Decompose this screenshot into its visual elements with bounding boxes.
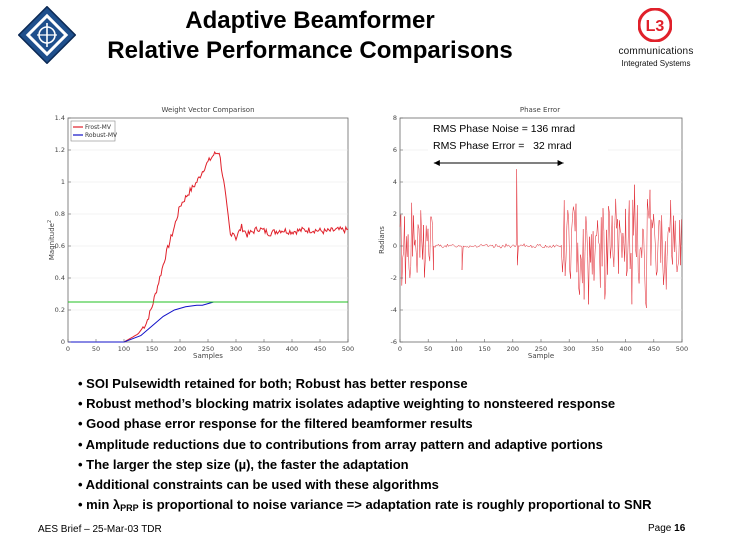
brand-line2: Integrated Systems	[621, 59, 691, 68]
bracket-arrowhead-right	[557, 160, 564, 166]
chart2-x-ticks: 0 50 100 150 200 250 300 350 400 450 500	[398, 339, 688, 353]
bullet-list: • SOI Pulsewidth retained for both; Robu…	[78, 374, 718, 518]
y-tick-label: 1.2	[55, 146, 65, 154]
bullet-item: • Amplitude reductions due to contributi…	[78, 436, 603, 452]
y-tick-label: 1.4	[55, 114, 65, 122]
x-tick-label: 50	[92, 345, 100, 353]
x-tick-label: 100	[450, 345, 462, 353]
phase-error-chart: Phase Error 0 50 100 150 200 250 300 350 400 450 5…	[378, 106, 688, 360]
footer-brief-info: AES Brief – 25-Mar-03 TDR	[38, 524, 162, 535]
weight-vector-chart: Weight Vector Comparison 0 50 100 150 200 250…	[47, 106, 354, 360]
legend-label-frost: Frost-MV	[85, 124, 112, 131]
x-tick-label: 400	[619, 345, 631, 353]
x-tick-label: 250	[202, 345, 214, 353]
y-tick-label: -6	[391, 338, 397, 346]
x-tick-label: 200	[507, 345, 519, 353]
annotation-background	[428, 122, 608, 156]
x-tick-label: 150	[146, 345, 158, 353]
y-tick-label: 6	[393, 146, 397, 154]
x-tick-label: 450	[648, 345, 660, 353]
chart1-ylabel-sup: 2	[47, 220, 53, 223]
page-number: Page 16	[648, 523, 685, 534]
bracket-arrowhead-left	[433, 160, 440, 166]
rms-phase-error-annotation: RMS Phase Error = 32 mrad	[433, 140, 572, 152]
chart1-ylabel-text: Magnitude	[48, 223, 56, 260]
chart1-title: Weight Vector Comparison	[161, 106, 254, 114]
chart1-series-group	[68, 150, 349, 343]
x-tick-label: 0	[66, 345, 70, 353]
phase-error-bracket-arrow	[433, 160, 564, 166]
chart2-title: Phase Error	[520, 106, 560, 114]
chart1-legend: Frost-MV Robust-MV	[70, 120, 118, 142]
bullet-item: • Robust method’s blocking matrix isolat…	[78, 396, 616, 412]
x-tick-label: 500	[342, 345, 354, 353]
x-tick-label: 300	[230, 345, 242, 353]
bullet-item: • Good phase error response for the filt…	[78, 416, 473, 432]
x-tick-label: 0	[398, 345, 402, 353]
y-tick-label: -4	[391, 306, 397, 314]
page-label: Page	[648, 523, 675, 534]
x-tick-label: 100	[118, 345, 130, 353]
x-tick-label: 50	[424, 345, 432, 353]
chart2-series-group	[399, 169, 682, 308]
x-tick-label: 450	[314, 345, 326, 353]
x-tick-label: 200	[174, 345, 186, 353]
x-tick-label: 350	[591, 345, 603, 353]
chart1-gridlines	[68, 149, 348, 311]
slide-title-line1: Adaptive Beamformer	[185, 7, 435, 34]
series-line-phase-error	[399, 169, 682, 308]
lambda-symbol: λ	[112, 497, 121, 513]
chart1-xlabel: Samples	[193, 352, 223, 360]
bullet-item: • SOI Pulsewidth retained for both; Robu…	[78, 376, 468, 391]
x-tick-label: 350	[258, 345, 270, 353]
brand-line1: communications	[618, 46, 694, 57]
y-tick-label: 0	[393, 242, 397, 250]
chart1-y-ticks: 0 0.2 0.4 0.6 0.8 1 1.2 1.4	[55, 114, 71, 346]
y-tick-label: 8	[393, 114, 397, 122]
lambda-subscript: PRP	[120, 503, 139, 514]
page-number-value: 16	[674, 523, 686, 534]
organization-seal-logo	[18, 6, 76, 64]
bullet-pre: • min	[78, 497, 113, 513]
x-tick-label: 500	[676, 345, 688, 353]
x-tick-label: 300	[563, 345, 575, 353]
y-tick-label: 1	[61, 178, 65, 186]
x-tick-label: 150	[478, 345, 490, 353]
y-tick-label: -2	[391, 274, 397, 282]
chart1-ylabel: Magnitude2	[47, 220, 56, 260]
rms-phase-noise-annotation: RMS Phase Noise = 136 mrad	[433, 123, 575, 135]
y-tick-label: 0	[61, 338, 65, 346]
l3-communications-logo: L3 communications Integrated Systems	[614, 8, 698, 68]
y-tick-label: 0.2	[55, 306, 65, 314]
bullet-post: is proportional to noise variance => ada…	[138, 497, 652, 513]
chart2-xlabel: Sample	[528, 352, 554, 360]
bullet-item: • min λPRP is proportional to noise vari…	[78, 495, 718, 518]
l3-mark-text: L3	[646, 18, 665, 35]
legend-label-robust: Robust-MV	[85, 132, 118, 139]
y-tick-label: 0.6	[55, 242, 65, 250]
chart1-plot-area	[67, 117, 349, 343]
y-tick-label: 2	[393, 210, 397, 218]
x-tick-label: 400	[286, 345, 298, 353]
y-tick-label: 0.4	[55, 274, 65, 282]
chart1-x-ticks: 0 50 100 150 200 250 300 350 400 450 500	[66, 339, 354, 353]
slide-title-line2: Relative Performance Comparisons	[107, 37, 513, 64]
y-tick-label: 0.8	[55, 210, 65, 218]
l3-mark-icon: L3	[638, 8, 672, 42]
y-tick-label: 4	[393, 178, 397, 186]
chart2-y-ticks: -6 -4 -2 0 2 4 6 8	[391, 114, 403, 346]
bullet-item: • The larger the step size (µ), the fast…	[78, 456, 409, 472]
x-tick-label: 250	[535, 345, 547, 353]
bullet-item: • Additional constraints can be used wit…	[78, 477, 439, 493]
chart2-ylabel: Radians	[378, 226, 386, 254]
